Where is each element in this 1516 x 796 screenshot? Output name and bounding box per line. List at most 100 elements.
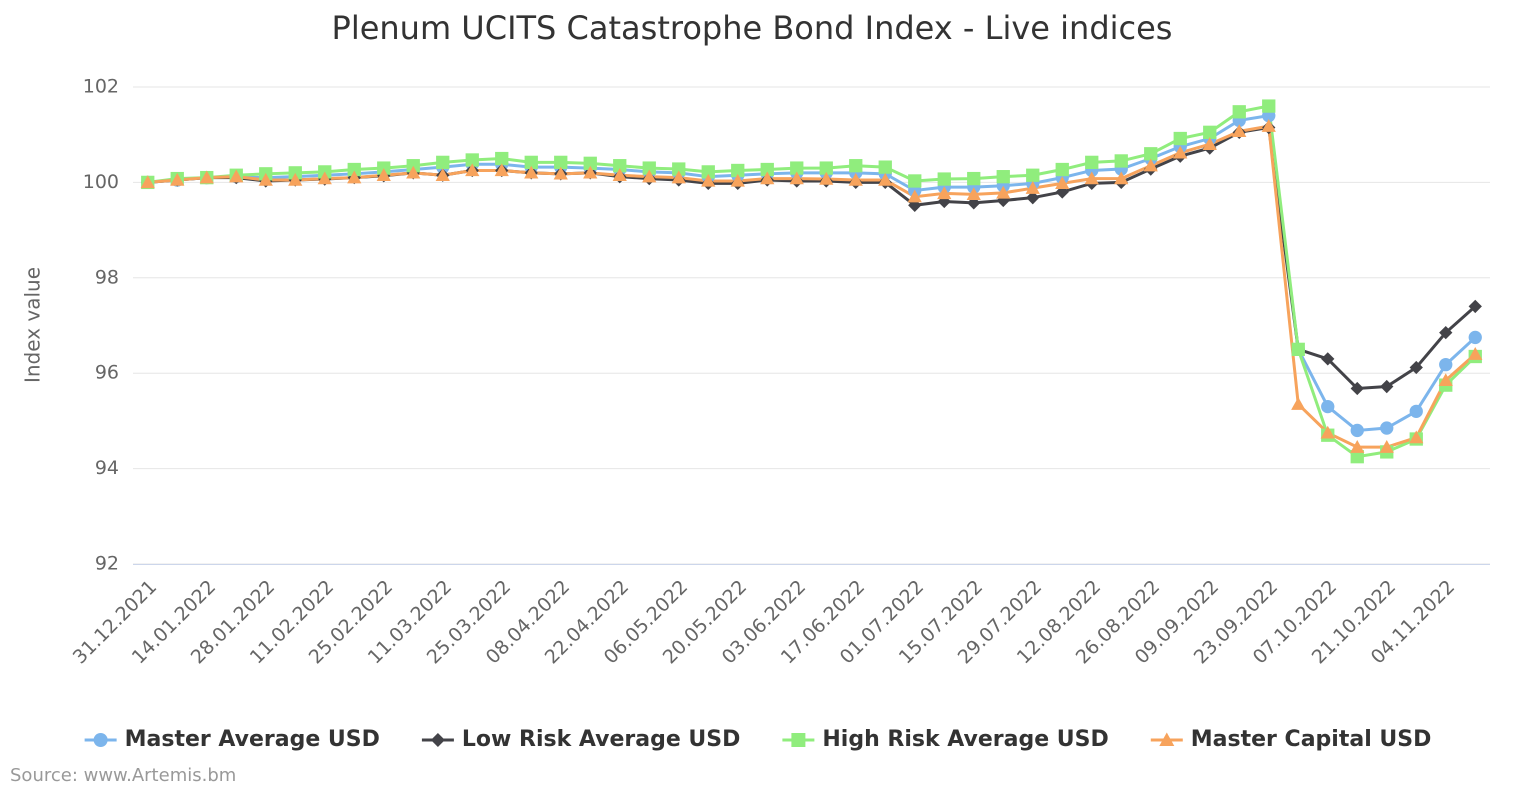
marker [1114,171,1129,185]
y-tick-label: 92 [95,553,119,575]
marker [672,162,686,176]
marker [288,166,302,180]
marker [613,159,627,173]
marker [1262,99,1276,113]
marker [1321,399,1335,414]
marker [406,165,421,179]
marker [377,161,391,175]
marker [465,163,480,177]
marker [1291,397,1306,410]
marker [1350,450,1364,464]
marker [1439,357,1453,372]
marker [878,160,892,174]
marker [612,168,627,181]
marker [760,162,774,177]
marker [1468,346,1483,360]
marker [819,171,834,185]
marker [760,171,775,185]
marker [908,198,922,212]
marker [1409,430,1424,444]
marker [406,159,420,173]
marker [495,151,509,166]
marker [789,171,804,185]
marker [671,170,686,184]
marker [731,163,745,178]
marker [430,733,445,747]
marker [701,173,716,187]
marker [170,172,185,186]
y-tick-label: 100 [83,171,119,193]
marker [524,155,538,170]
marker [1468,299,1482,314]
marker [93,733,108,747]
marker [1085,155,1099,170]
marker [967,171,981,186]
marker [1350,381,1364,396]
y-tick-label: 96 [95,362,119,384]
marker [791,733,806,747]
marker [1173,145,1188,159]
marker [1380,421,1394,435]
marker [1202,137,1217,150]
series-line [147,104,1477,459]
marker [1232,124,1247,138]
marker [1232,105,1246,119]
marker [465,153,479,167]
marker [435,168,450,181]
marker [848,172,863,186]
marker [1173,131,1187,146]
marker [1320,425,1335,439]
marker [524,165,539,179]
marker [849,159,863,173]
marker [878,172,893,186]
source: Source: www.Artemis.bm [10,765,236,786]
marker [436,155,450,170]
chart-title: Plenum UCITS Catastrophe Bond Index - Li… [332,9,1173,47]
marker [494,163,509,177]
marker [376,168,391,181]
marker [1379,440,1394,453]
series-line [147,124,1477,449]
y-axis-label: Index value [21,267,45,383]
marker [1203,125,1217,139]
marker [1025,180,1040,194]
legend-label: Master Capital USD [1191,727,1432,752]
marker [583,156,597,170]
marker [701,165,715,179]
marker [1380,379,1394,394]
marker [1114,154,1128,168]
legend-label: Master Average USD [125,727,380,752]
marker [1438,373,1453,387]
marker [258,172,273,186]
marker [1321,352,1335,366]
marker [1468,330,1482,345]
marker [908,174,922,188]
marker [966,187,981,201]
y-tick-label: 98 [95,266,119,288]
legend-label: High Risk Average USD [822,727,1108,752]
marker [1084,171,1099,185]
marker [1439,326,1453,340]
marker [1409,360,1423,375]
marker [996,170,1010,184]
marker [1350,423,1364,438]
marker [1055,176,1070,190]
marker [1144,147,1158,161]
marker [347,162,361,177]
marker [642,161,656,175]
marker [1291,342,1305,356]
marker [1055,162,1069,177]
marker [819,161,833,175]
series-line [147,113,1477,432]
legend: Master Average USD Low Risk Average USD Hi… [84,727,1432,752]
marker [996,185,1011,199]
legend-label: Low Risk Average USD [462,727,740,752]
marker [1026,168,1040,182]
marker [730,173,745,187]
marker [229,169,244,183]
marker [790,161,804,175]
marker [1143,158,1158,172]
marker [347,170,362,184]
marker [937,172,951,186]
